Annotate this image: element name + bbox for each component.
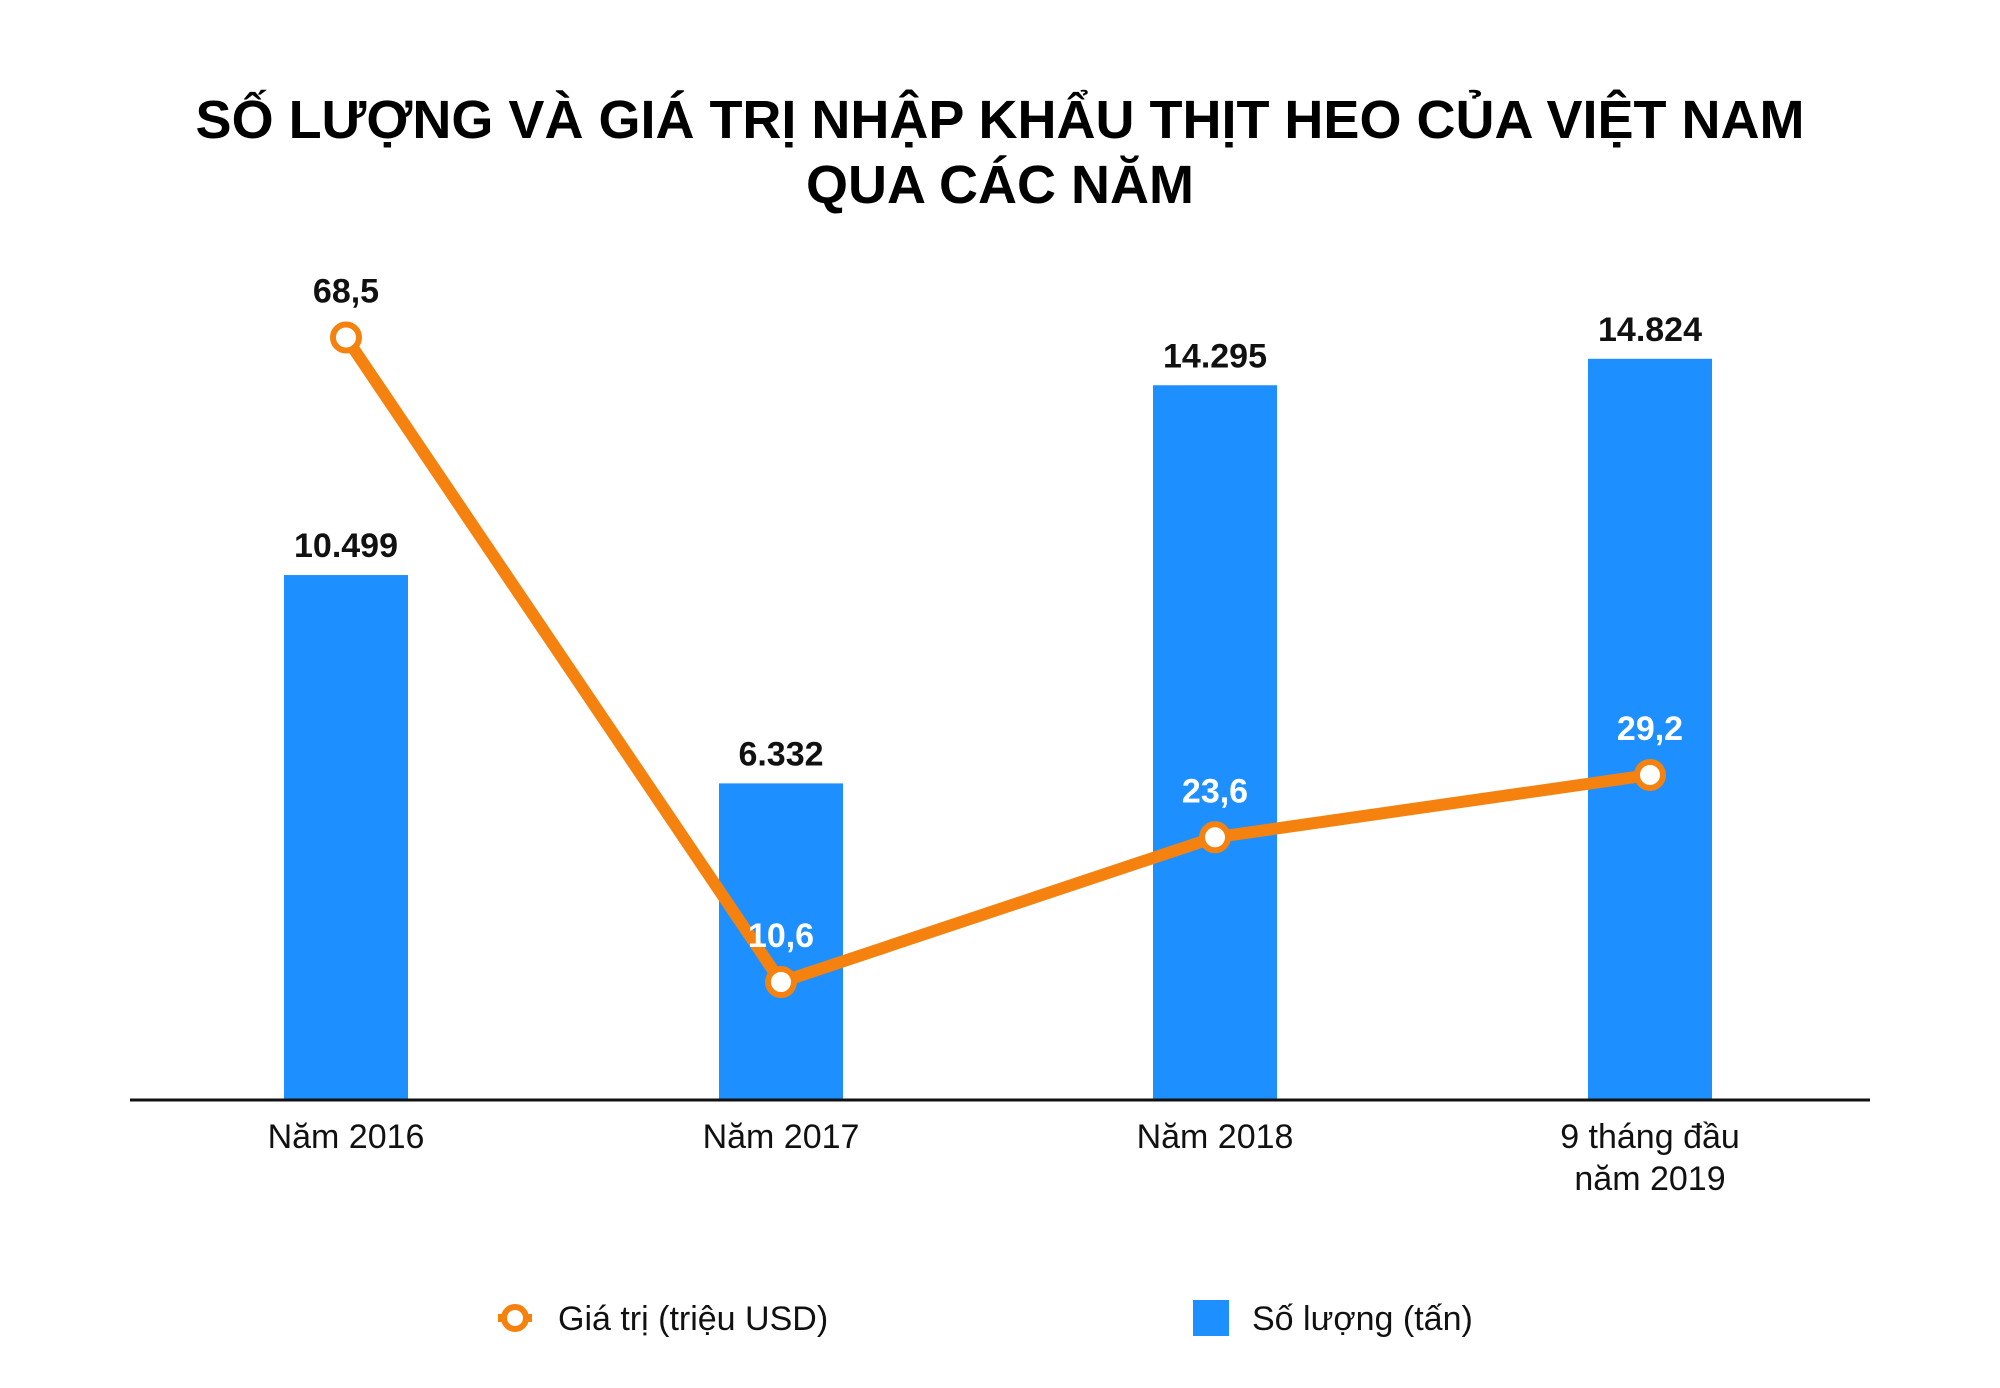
line-value-label: 10,6	[748, 917, 814, 955]
legend-label-quantity: Số lượng (tấn)	[1252, 1300, 1473, 1338]
x-tick-label: Năm 2017	[703, 1118, 860, 1156]
line-layer: 68,5 10,6 23,6 29,2	[313, 272, 1683, 998]
line-point	[1199, 821, 1231, 854]
x-tick-label: Năm 2018	[1137, 1118, 1294, 1156]
legend-line-marker	[501, 1304, 529, 1332]
line-value-label: 29,2	[1617, 710, 1683, 748]
line-point	[765, 966, 797, 998]
bar	[1588, 358, 1712, 1100]
bars-layer: 10.499 6.332 14.295 14.824	[284, 311, 1712, 1100]
line-point	[330, 321, 362, 354]
line-series-path	[340, 331, 1656, 988]
bar-value-label: 6.332	[738, 735, 823, 773]
chart-subtitle: QUA CÁC NĂM	[806, 155, 1194, 215]
bar-value-label: 14.824	[1598, 311, 1702, 349]
legend-label-value: Giá trị (triệu USD)	[558, 1300, 828, 1338]
bar	[284, 575, 408, 1100]
legend: Giá trị (triệu USD) Số lượng (tấn)	[498, 1300, 1473, 1338]
x-tick-label: Năm 2016	[268, 1118, 425, 1156]
bar-value-label: 10.499	[294, 527, 398, 565]
bar-value-label: 14.295	[1163, 337, 1267, 375]
legend-bar-swatch	[1193, 1300, 1229, 1336]
line-point	[1634, 758, 1666, 791]
line-value-label: 23,6	[1182, 772, 1248, 810]
x-tick-labels: Năm 2016 Năm 2017 Năm 2018 9 tháng đầu năm 2…	[268, 1118, 1740, 1198]
x-tick-label: 9 tháng đầu năm 2019	[1560, 1118, 1740, 1198]
line-value-label: 68,5	[313, 272, 379, 310]
chart-title: SỐ LƯỢNG VÀ GIÁ TRỊ NHẬP KHẨU THỊT HEO C…	[196, 89, 1805, 150]
bar	[719, 783, 843, 1100]
bar	[1153, 385, 1277, 1100]
